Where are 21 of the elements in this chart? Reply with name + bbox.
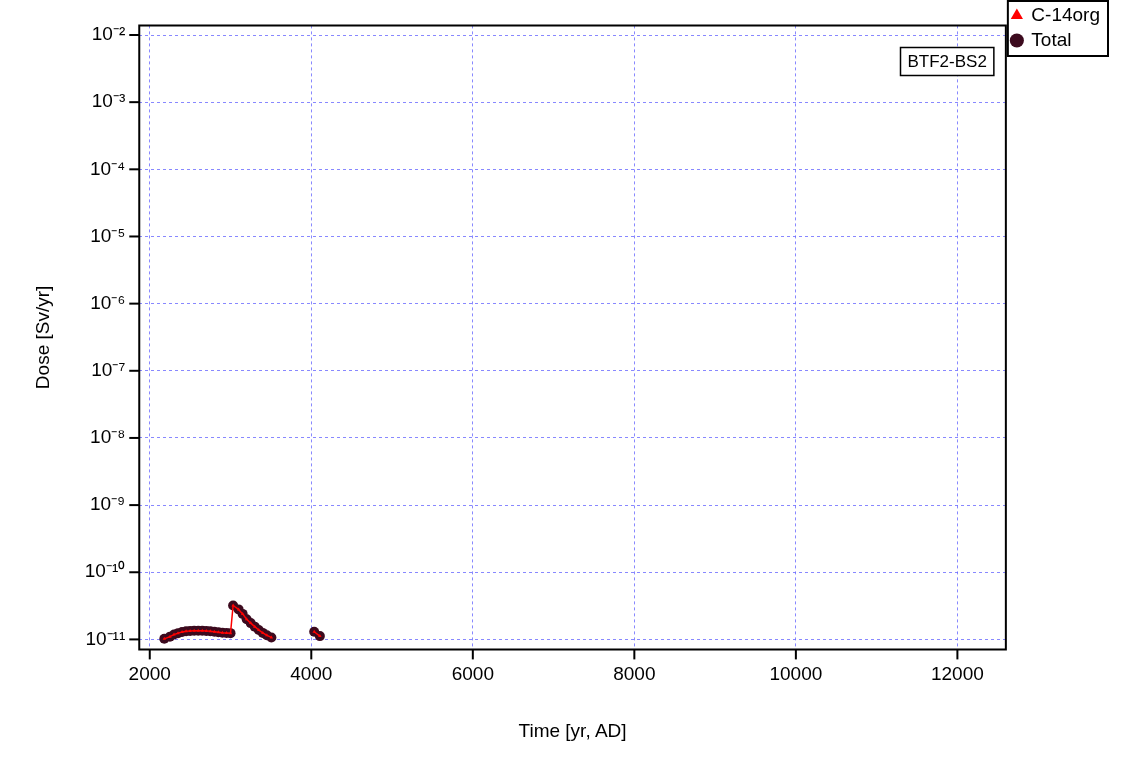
x-tick-label: 10000 <box>769 663 823 685</box>
x-tick-label: 4000 <box>290 663 333 685</box>
legend-label: Total <box>1031 28 1072 50</box>
y-tick-label: 10⁻⁸ <box>90 426 126 448</box>
y-tick-label: 10⁻⁴ <box>89 157 126 179</box>
x-axis-title: Time [yr, AD] <box>518 719 627 741</box>
x-tick-label: 2000 <box>128 663 171 685</box>
y-tick-label: 10⁻³ <box>91 90 126 112</box>
y-tick-label: 10⁻² <box>91 23 126 45</box>
y-tick-label: 10⁻⁶ <box>90 291 126 313</box>
annotation: BTF2-BS2 <box>907 52 987 72</box>
y-tick-label: 10⁻⁷ <box>91 359 126 381</box>
x-tick-label: 6000 <box>451 663 494 685</box>
y-tick-label: 10⁻⁵ <box>90 224 126 246</box>
y-tick-label: 10⁻¹¹ <box>85 627 126 649</box>
x-tick-label: 8000 <box>613 663 656 685</box>
x-tick-label: 12000 <box>930 663 984 685</box>
y-tick-label: 10⁻¹⁰ <box>84 560 126 582</box>
y-tick-label: 10⁻⁹ <box>89 493 126 515</box>
legend-label: C-14org <box>1031 3 1101 25</box>
y-axis-title: Dose [Sv/yr] <box>31 285 53 390</box>
